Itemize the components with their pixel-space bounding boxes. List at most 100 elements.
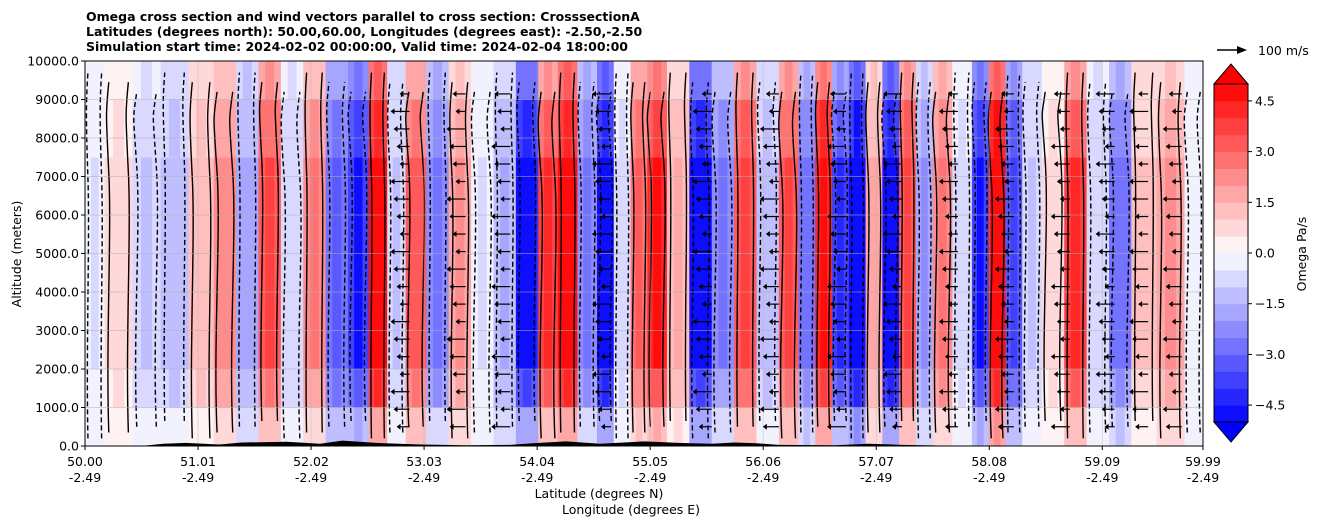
omega-core-53-1	[1190, 369, 1198, 408]
colorbar	[1212, 63, 1250, 443]
omega-core-5-0	[220, 407, 230, 446]
wind-vector-head	[1138, 301, 1143, 308]
omega-core-49-1	[1093, 369, 1103, 408]
wind-vector-head	[765, 160, 770, 167]
wind-vector-head	[390, 108, 395, 115]
wind-vector-head	[762, 143, 767, 150]
wind-vector-head	[947, 90, 952, 97]
wind-vector-head	[1104, 353, 1109, 360]
contour-30-0	[735, 72, 739, 427]
wind-vector-head	[698, 143, 703, 150]
omega-core-12-1	[374, 369, 382, 408]
wind-vector-head	[891, 213, 896, 220]
y-tick-label-9: 9000.0	[35, 92, 79, 107]
colorbar-level-16	[1214, 134, 1248, 153]
wind-vector-head	[597, 406, 602, 413]
contour-45-0	[1005, 72, 1010, 433]
contour-24-0	[614, 72, 618, 439]
omega-core-2-1	[140, 369, 153, 408]
omega-core-17-1	[477, 369, 487, 408]
omega-core-7-2	[265, 157, 275, 369]
wind-vector-head	[500, 266, 505, 273]
omega-core-26-4	[653, 61, 662, 100]
wind-vector-head	[600, 143, 605, 150]
wind-vector-head	[1095, 90, 1100, 97]
wind-vector-head	[390, 318, 395, 325]
omega-core-37-3	[870, 99, 878, 158]
terrain-profile	[85, 440, 1203, 446]
omega-core-26-3	[653, 99, 662, 158]
wind-vector-head	[1056, 108, 1061, 115]
wind-vector-head	[1104, 213, 1109, 220]
wind-vector-head	[1101, 196, 1106, 203]
wind-vector-head	[836, 336, 841, 343]
omega-core-17-3	[477, 99, 487, 158]
wind-vector-head	[891, 143, 896, 150]
wind-vector-head	[994, 406, 999, 413]
contour-53-0	[1183, 91, 1190, 433]
wind-vector-head	[500, 406, 505, 413]
omega-core-12-3	[374, 99, 382, 158]
contour-18-0	[494, 72, 499, 427]
colorbar-level-0	[1214, 405, 1248, 423]
wind-vector-head	[393, 266, 398, 273]
omega-core-7-1	[265, 369, 275, 408]
omega-core-2-4	[140, 61, 153, 100]
omega-core-3-1	[168, 369, 181, 408]
wind-vector-head	[701, 231, 706, 238]
contour-12-1	[382, 72, 386, 439]
wind-vector-head	[759, 125, 764, 132]
omega-core-29-0	[718, 407, 728, 446]
wind-vector-head	[494, 231, 499, 238]
contour-36-1	[860, 72, 865, 439]
omega-core-2-0	[140, 407, 153, 446]
contour-22-0	[577, 82, 582, 427]
omega-core-22-4	[583, 61, 592, 100]
contour-15-1	[443, 72, 447, 421]
wind-vector-head	[396, 213, 401, 220]
omega-core-0-4	[90, 61, 99, 100]
wind-vector-head	[882, 231, 887, 238]
omega-core-8-3	[287, 99, 297, 158]
contour-15-0	[427, 72, 431, 421]
omega-core-21-2	[563, 157, 572, 369]
wind-vector-head	[600, 423, 605, 430]
wind-vector-head	[1000, 371, 1005, 378]
contour-22-1	[591, 82, 596, 427]
omega-core-36-1	[853, 369, 861, 408]
colorbar-tick-label-3: 0.0	[1255, 246, 1275, 261]
omega-core-19-1	[522, 369, 532, 408]
omega-core-9-0	[309, 407, 319, 446]
omega-core-28-4	[696, 61, 705, 100]
omega-core-51-2	[1138, 157, 1150, 369]
colorbar-tick-label-4: −1.5	[1255, 296, 1285, 311]
wind-vector-head	[1056, 178, 1061, 185]
omega-core-4-4	[196, 61, 207, 100]
omega-core-26-0	[653, 407, 662, 446]
omega-core-31-4	[763, 61, 773, 100]
wind-vector-head	[1050, 353, 1055, 360]
wind-vector-head	[1162, 125, 1167, 132]
omega-core-34-2	[820, 157, 827, 369]
contour-10-1	[341, 82, 347, 427]
wind-vector-head	[692, 248, 697, 255]
omega-core-52-2	[1164, 157, 1177, 369]
colorbar-tick-label-0: 4.5	[1255, 93, 1275, 108]
contour-32-1	[791, 91, 798, 439]
colorbar-tick-label-1: 3.0	[1255, 144, 1275, 159]
contour-19-1	[531, 82, 537, 421]
x-tick-label-lon-1: -2.49	[182, 470, 214, 485]
omega-core-34-1	[820, 369, 827, 408]
wind-vector-head	[1095, 371, 1100, 378]
omega-core-42-3	[958, 99, 967, 158]
wind-vector-head	[591, 90, 596, 97]
contour-48-1	[1081, 72, 1085, 439]
omega-core-21-3	[563, 99, 572, 158]
wind-vector-head	[885, 248, 890, 255]
wind-vector-head	[1095, 301, 1100, 308]
omega-core-39-3	[904, 99, 911, 158]
omega-core-50-4	[1115, 61, 1125, 100]
wind-vector-head	[497, 108, 502, 115]
contour-37-1	[876, 82, 882, 433]
colorbar-tick-label-5: −3.0	[1255, 347, 1285, 362]
